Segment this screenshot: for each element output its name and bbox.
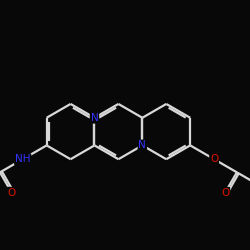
Text: O: O — [8, 188, 16, 198]
Text: N: N — [138, 140, 146, 150]
Text: N: N — [90, 113, 98, 123]
Text: NH: NH — [15, 154, 30, 164]
Text: O: O — [221, 188, 229, 198]
Text: O: O — [210, 154, 218, 164]
